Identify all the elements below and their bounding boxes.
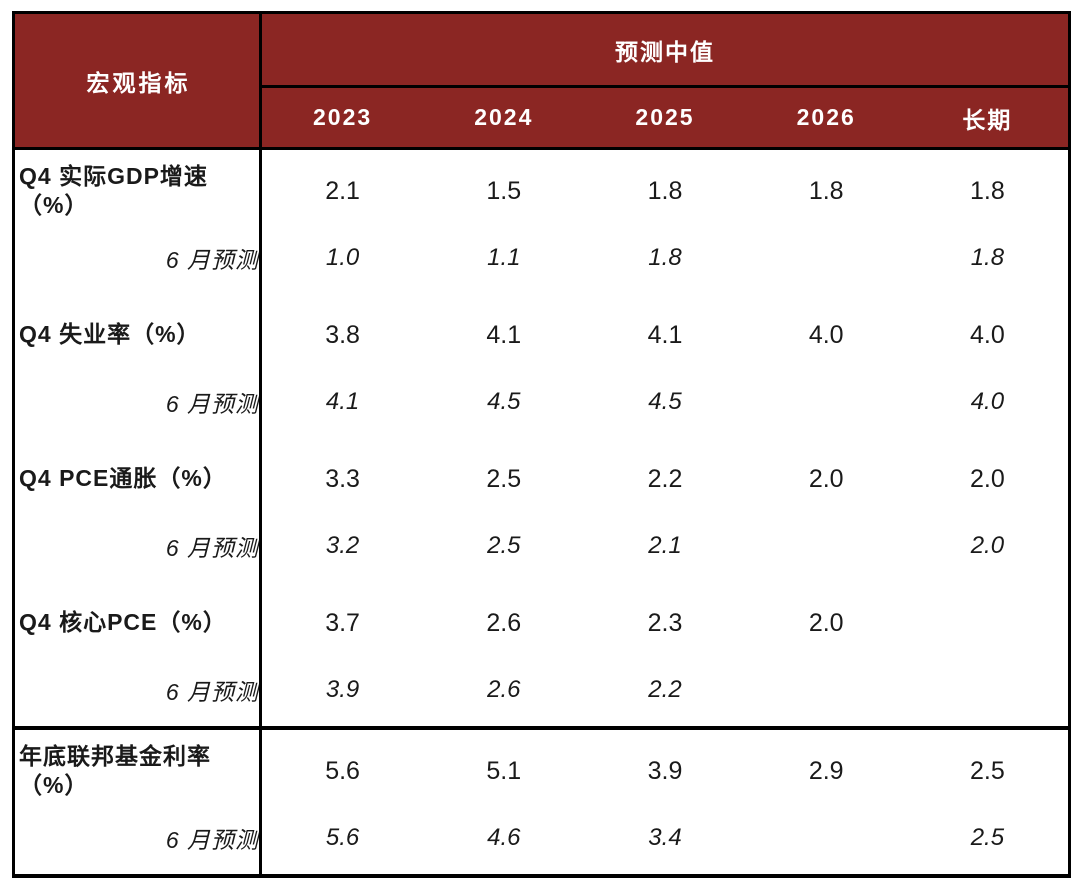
forecast-value-cell: 4.1 xyxy=(325,388,360,415)
table-section: Q4 核心PCE（%） 3.7 2.6 2.3 2.0 6 月预测 3.9 2.6 2.2 xyxy=(15,582,1068,726)
value-cell: 2.6 xyxy=(486,608,522,637)
forecast-value-cell: 2.6 xyxy=(487,676,521,703)
value-cell: 5.6 xyxy=(325,756,360,785)
year-header-cell: 长期 xyxy=(962,106,1013,133)
year-header-cell: 2024 xyxy=(474,104,534,130)
value-cell: 2.3 xyxy=(647,608,683,637)
forecast-label: 6 月预测 xyxy=(165,391,259,417)
years-row: 2023 2024 2025 2026 长期 xyxy=(262,88,1068,147)
value-cell: 2.2 xyxy=(647,464,683,493)
value-cell xyxy=(907,582,1068,664)
forecast-value-cell: 2.1 xyxy=(648,532,682,559)
row-label: Q4 PCE通胀（%） xyxy=(19,465,227,492)
table-body: Q4 实际GDP增速（%） 2.1 1.5 1.8 1.8 1.8 6 月预测 1.0 1.1 1… xyxy=(15,150,1068,874)
value-cell: 2.0 xyxy=(808,608,844,637)
value-cell: 3.7 xyxy=(325,608,360,637)
year-header-cell: 2025 xyxy=(635,104,695,130)
forecast-value-cell xyxy=(907,664,1068,716)
forecast-value-cell xyxy=(746,664,907,716)
value-cell: 5.1 xyxy=(486,756,522,785)
forecast-value-cell: 5.6 xyxy=(325,824,360,851)
value-cell: 1.8 xyxy=(970,176,1005,205)
forecast-label: 6 月预测 xyxy=(165,679,259,705)
column-divider xyxy=(259,14,262,874)
forecast-value-cell: 2.5 xyxy=(970,824,1005,851)
value-cell: 2.5 xyxy=(970,756,1005,785)
forecast-value-cell: 1.1 xyxy=(487,244,521,271)
indicator-header-cell: 宏观指标 xyxy=(86,69,191,96)
value-cell: 1.8 xyxy=(808,176,844,205)
value-cell: 2.0 xyxy=(970,464,1005,493)
value-cell: 3.9 xyxy=(647,756,683,785)
forecast-value-cell: 3.9 xyxy=(325,676,360,703)
fomc-projections-table: 宏观指标 预测中值 2023 2024 2025 2026 长期 Q4 实际GDP增速（… xyxy=(12,11,1071,878)
row-label: Q4 核心PCE（%） xyxy=(19,609,227,636)
forecast-label: 6 月预测 xyxy=(165,535,259,561)
forecast-value-cell: 2.2 xyxy=(648,676,682,703)
forecast-value-cell xyxy=(746,232,907,284)
header-right: 预测中值 2023 2024 2025 2026 长期 xyxy=(262,14,1068,147)
value-cell: 1.8 xyxy=(647,176,683,205)
forecast-value-cell xyxy=(746,376,907,428)
forecast-value-cell: 4.5 xyxy=(487,388,521,415)
value-cell: 4.1 xyxy=(647,320,683,349)
forecast-value-cell xyxy=(746,812,907,864)
value-cell: 2.5 xyxy=(486,464,522,493)
forecast-value-cell: 4.6 xyxy=(487,824,521,851)
forecast-value-cell: 1.0 xyxy=(325,244,360,271)
group-header-cell: 预测中值 xyxy=(262,14,1068,88)
forecast-value-cell: 4.5 xyxy=(648,388,682,415)
forecast-value-cell xyxy=(746,520,907,572)
forecast-label: 6 月预测 xyxy=(165,247,259,273)
forecast-value-cell: 3.4 xyxy=(648,824,682,851)
forecast-value-cell: 1.8 xyxy=(648,244,682,271)
value-cell: 3.8 xyxy=(325,320,360,349)
table-section: Q4 PCE通胀（%） 3.3 2.5 2.2 2.0 2.0 6 月预测 3.2 2.5 2.1… xyxy=(15,438,1068,582)
row-label: Q4 失业率（%） xyxy=(19,321,201,348)
table-section: 年底联邦基金利率（%） 5.6 5.1 3.9 2.9 2.5 6 月预测 5.6 4.6 3.4… xyxy=(15,726,1068,874)
year-header-cell: 2023 xyxy=(313,104,373,130)
forecast-value-cell: 2.0 xyxy=(970,532,1005,559)
forecast-value-cell: 3.2 xyxy=(325,532,360,559)
year-header-cell: 2026 xyxy=(796,104,856,130)
table-section: Q4 失业率（%） 3.8 4.1 4.1 4.0 4.0 6 月预测 4.1 4.5 4.5 4.… xyxy=(15,294,1068,438)
value-cell: 4.0 xyxy=(970,320,1005,349)
table-header: 宏观指标 预测中值 2023 2024 2025 2026 长期 xyxy=(15,14,1068,150)
value-cell: 2.0 xyxy=(808,464,844,493)
value-cell: 1.5 xyxy=(486,176,522,205)
row-label: Q4 实际GDP增速（%） xyxy=(19,162,208,218)
value-cell: 3.3 xyxy=(325,464,360,493)
forecast-value-cell: 4.0 xyxy=(970,388,1005,415)
forecast-value-cell: 2.5 xyxy=(487,532,521,559)
value-cell: 2.9 xyxy=(808,756,844,785)
forecast-label: 6 月预测 xyxy=(165,827,259,853)
table-section: Q4 实际GDP增速（%） 2.1 1.5 1.8 1.8 1.8 6 月预测 1.0 1.1 1… xyxy=(15,150,1068,294)
value-cell: 4.0 xyxy=(808,320,844,349)
value-cell: 4.1 xyxy=(486,320,522,349)
row-label: 年底联邦基金利率（%） xyxy=(19,742,211,798)
forecast-value-cell: 1.8 xyxy=(970,244,1005,271)
value-cell: 2.1 xyxy=(325,176,360,205)
